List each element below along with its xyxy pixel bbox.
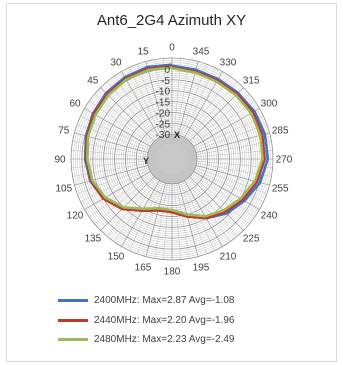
- grid-spoke: [100, 87, 155, 142]
- angle-tick-label: 315: [243, 75, 260, 86]
- grid-spoke: [106, 81, 157, 141]
- grid-spoke: [196, 149, 273, 158]
- grid-spoke: [121, 180, 160, 247]
- series-line-1: [84, 65, 266, 220]
- x-axis-label: X: [174, 130, 180, 140]
- chart-title: Ant6_2G4 Azimuth XY: [96, 12, 247, 29]
- radial-tick-label: -15: [156, 98, 171, 109]
- legend-label: 2400MHz: Max=2.87 Avg=-1.08: [94, 295, 235, 307]
- legend-label: 2480MHz: Max=2.23 Avg=-2.49: [94, 334, 235, 346]
- grid-spoke: [192, 173, 255, 218]
- grid-spoke: [184, 180, 223, 247]
- series-line-2: [86, 66, 264, 218]
- legend-item: 2440MHz: Max=2.20 Avg=-1.96: [58, 311, 234, 331]
- grid-spoke: [173, 183, 182, 260]
- grid-spoke: [137, 182, 164, 254]
- grid-spoke: [186, 179, 231, 242]
- angle-tick-label: 225: [243, 234, 260, 245]
- grid-spoke: [176, 183, 190, 259]
- grid-spoke: [195, 124, 267, 151]
- grid-spoke: [192, 100, 255, 145]
- grid-spoke: [100, 176, 155, 231]
- grid-ring: [149, 136, 195, 182]
- legend-item: 2480MHz: Max=2.23 Avg=-2.49: [58, 330, 234, 350]
- chart-legend: 2400MHz: Max=2.87 Avg=-1.08 2440MHz: Max=…: [58, 291, 234, 350]
- angle-tick-label: 195: [193, 263, 210, 274]
- angle-tick-label: 270: [276, 155, 293, 166]
- legend-swatch: [58, 318, 88, 322]
- grid-spoke: [187, 177, 238, 237]
- grid-spoke: [72, 163, 148, 177]
- angle-tick-label: 105: [55, 183, 72, 194]
- angle-tick-label: 345: [193, 46, 210, 57]
- grid-spoke: [84, 171, 151, 210]
- grid-spoke: [74, 165, 149, 186]
- angle-tick-label: 60: [69, 99, 81, 110]
- grid-ring: [151, 138, 193, 180]
- angle-tick-label: 90: [54, 155, 66, 166]
- legend-label: 2440MHz: Max=2.20 Avg=-1.96: [94, 314, 235, 326]
- angle-tick-label: 0: [169, 43, 175, 54]
- angle-tick-label: 15: [137, 46, 149, 57]
- angle-tick-label: 135: [84, 234, 101, 245]
- grid-spoke: [194, 169, 264, 202]
- grid-spoke: [154, 59, 168, 135]
- grid-spoke: [71, 160, 148, 169]
- angle-tick-label: 45: [87, 75, 99, 86]
- grid-spoke: [190, 174, 250, 225]
- grid-spoke: [173, 58, 182, 135]
- grid-ring: [155, 142, 189, 176]
- legend-swatch: [58, 338, 88, 342]
- angle-tick-label: 240: [261, 211, 278, 222]
- grid-spoke: [145, 182, 166, 257]
- radial-tick-label: -25: [156, 119, 171, 130]
- radial-tick-label: -10: [156, 87, 171, 98]
- grid-spoke: [89, 173, 152, 218]
- grid-spoke: [193, 108, 260, 147]
- radial-tick-label: -20: [156, 108, 171, 119]
- radial-tick-label: -30: [156, 130, 171, 141]
- angle-tick-label: 180: [164, 267, 181, 278]
- grid-spoke: [71, 149, 148, 158]
- angle-tick-label: 210: [220, 251, 237, 262]
- grid-spoke: [121, 71, 160, 138]
- grid-spoke: [137, 64, 164, 136]
- grid-spoke: [189, 87, 244, 142]
- grid-spoke: [80, 169, 150, 202]
- grid-spoke: [129, 181, 162, 251]
- angle-tick-label: 165: [135, 263, 152, 274]
- angle-tick-label: 30: [110, 58, 122, 69]
- grid-spoke: [193, 171, 260, 210]
- angle-tick-label: 150: [108, 251, 125, 262]
- angle-tick-label: 75: [58, 126, 70, 137]
- legend-swatch: [58, 299, 88, 303]
- grid-spoke: [194, 116, 264, 149]
- angle-tick-label: 330: [220, 58, 237, 69]
- grid-spoke: [162, 58, 171, 135]
- grid-spoke: [77, 167, 149, 194]
- grid-spoke: [195, 132, 270, 153]
- polar-center-fill: [147, 134, 197, 184]
- y-axis-label: Y: [143, 156, 149, 166]
- grid-spoke: [178, 182, 199, 257]
- grid-spoke: [190, 93, 250, 144]
- grid-spoke: [154, 183, 168, 259]
- angle-tick-label: 120: [67, 211, 84, 222]
- radial-tick-label: 0: [164, 65, 170, 76]
- angle-tick-label: 255: [272, 183, 289, 194]
- angle-tick-label: 285: [272, 126, 289, 137]
- grid-spoke: [94, 174, 154, 225]
- grid-spoke: [162, 183, 171, 260]
- grid-spoke: [145, 61, 166, 136]
- grid-spoke: [196, 141, 272, 155]
- radial-tick-label: -5: [161, 76, 170, 87]
- grid-spoke: [113, 76, 158, 139]
- legend-item: 2400MHz: Max=2.87 Avg=-1.08: [58, 291, 234, 311]
- grid-ring: [153, 140, 191, 178]
- grid-spoke: [189, 176, 244, 231]
- grid-spoke: [129, 67, 162, 137]
- angle-tick-label: 300: [261, 99, 278, 110]
